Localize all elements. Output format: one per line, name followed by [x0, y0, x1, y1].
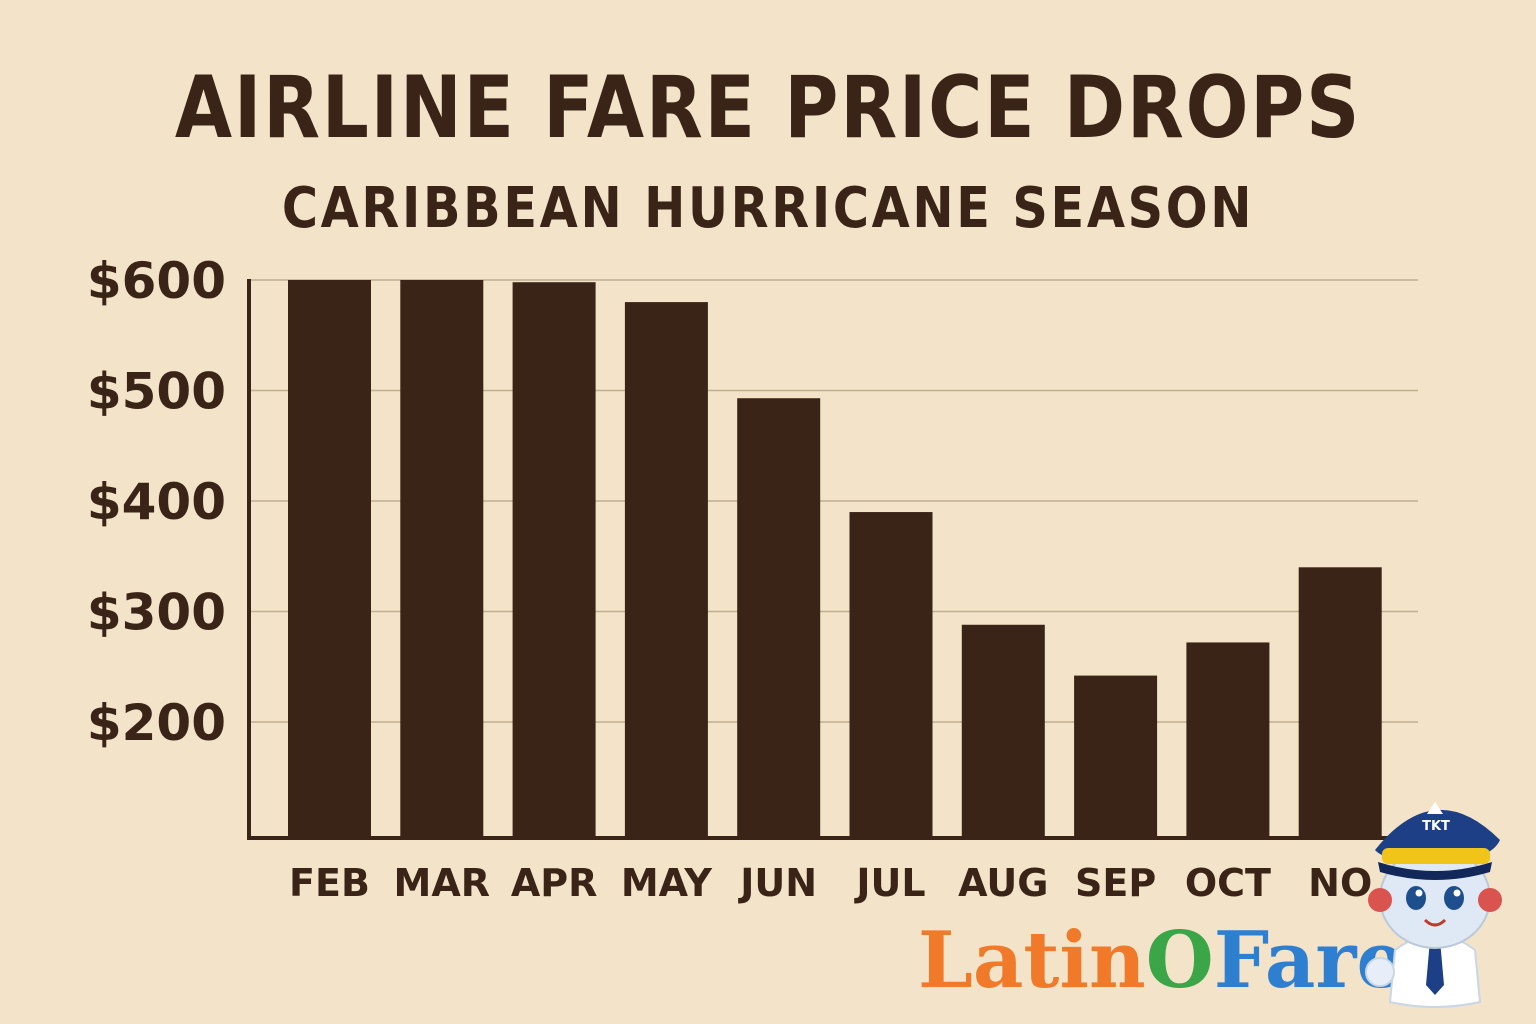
- y-tick-label: $400: [87, 473, 226, 531]
- y-tick-label: $300: [87, 584, 226, 642]
- bar-oct: [1186, 642, 1270, 838]
- y-tick-labels: $600 $500 $400 $300 $200: [87, 252, 226, 752]
- logo-latin: Latin: [918, 915, 1146, 1006]
- x-tick-labels: FEB MAR APR MAY JUN JUL AUG SEP OCT NO: [289, 861, 1372, 905]
- bar-mar: [400, 280, 484, 838]
- chart-title: AIRLINE FARE PRICE DROPS: [174, 58, 1362, 158]
- x-tick-label: NO: [1308, 861, 1372, 905]
- logo-o: O: [1145, 915, 1214, 1006]
- x-tick-label: OCT: [1185, 861, 1271, 905]
- x-tick-label: FEB: [289, 861, 370, 905]
- bar-jul: [849, 512, 933, 838]
- bar-may: [624, 302, 708, 839]
- bar-jun: [737, 398, 821, 838]
- bar-no: [1298, 567, 1382, 838]
- bar-feb: [288, 280, 371, 838]
- x-tick-label: MAY: [621, 861, 713, 905]
- x-tick-label: AUG: [958, 861, 1048, 905]
- y-tick-label: $600: [87, 252, 226, 310]
- x-tick-label: JUN: [737, 861, 817, 905]
- y-tick-label: $500: [87, 363, 226, 421]
- x-tick-label: APR: [511, 861, 598, 905]
- bar-apr: [512, 282, 596, 839]
- x-tick-label: MAR: [394, 861, 490, 905]
- bar-sep: [1074, 675, 1158, 838]
- latinofare-logo: LatinOFare: [918, 922, 1406, 1000]
- y-tick-label: $200: [87, 694, 226, 752]
- mascot-cap-label: TKT: [1422, 819, 1450, 834]
- bars: [288, 280, 1382, 839]
- chart-subtitle: CARIBBEAN HURRICANE SEASON: [281, 176, 1255, 241]
- x-tick-label: SEP: [1075, 861, 1156, 905]
- bar-aug: [961, 624, 1045, 838]
- pilot-mascot-icon: TKT: [1365, 802, 1502, 1008]
- x-tick-label: JUL: [853, 861, 925, 905]
